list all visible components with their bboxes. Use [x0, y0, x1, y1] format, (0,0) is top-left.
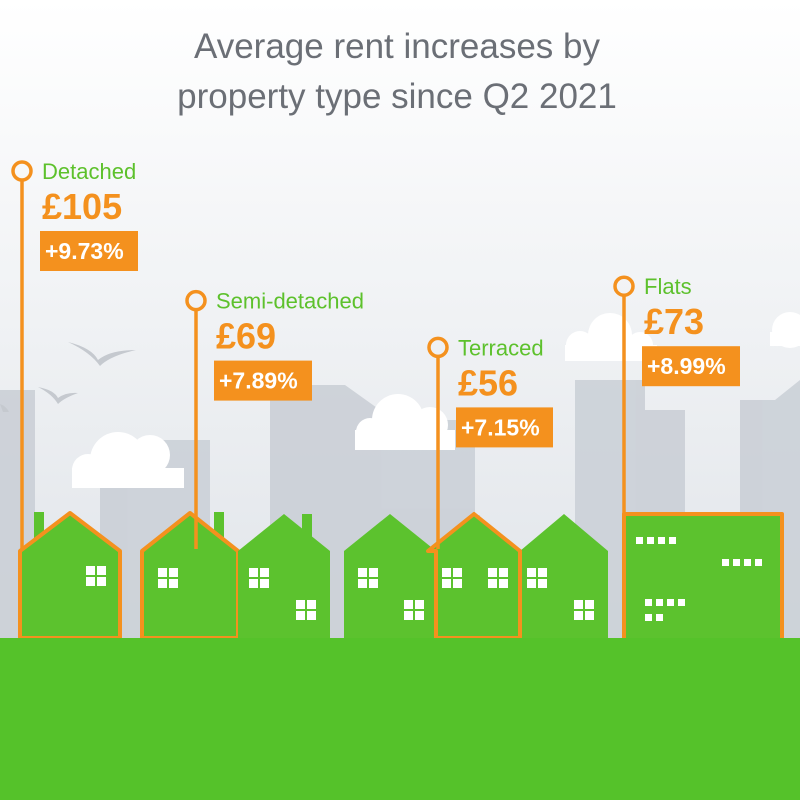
percent-badge — [642, 346, 740, 387]
birds — [0, 342, 136, 412]
marker-detached: Detached£105 +9.73% — [11, 159, 138, 549]
percent-badge — [40, 231, 138, 271]
percent-badge — [214, 360, 312, 401]
clouds — [72, 312, 800, 488]
value-label: £69 — [216, 316, 276, 357]
house-terraced — [344, 512, 608, 640]
value-label: £56 — [458, 362, 518, 403]
percent-label: +8.99% — [647, 353, 726, 379]
marker-flats: Flats£73 +8.99% — [613, 274, 740, 549]
category-label: Semi-detached — [216, 289, 364, 314]
marker-ring — [427, 336, 449, 359]
chart-title-line1: Average rent increases by — [194, 27, 600, 66]
percent-label: +7.15% — [461, 414, 540, 440]
houses — [18, 511, 784, 640]
category-label: Flats — [644, 274, 692, 299]
marker-semi-detached: Semi-detached£69 +7.89% — [185, 289, 364, 549]
category-label: Detached — [42, 159, 136, 184]
percent-label: +9.73% — [45, 238, 124, 264]
house-semi-detached — [140, 511, 330, 640]
marker-ring — [185, 289, 207, 312]
category-label: Terraced — [458, 335, 544, 360]
chart-title-line2: property type since Q2 2021 — [177, 77, 617, 116]
house-detached — [18, 511, 122, 640]
percent-badge — [456, 407, 553, 448]
value-label: £73 — [644, 301, 704, 342]
marker-terraced: Terraced£56 +7.15% — [427, 335, 553, 549]
percent-label: +7.89% — [219, 368, 298, 394]
markers: Detached£105 +9.73% Semi-detached£69 +7.89%… — [11, 159, 740, 549]
value-label: £105 — [42, 186, 122, 227]
building-flats — [622, 512, 784, 638]
marker-ring — [613, 275, 635, 297]
ground — [0, 638, 800, 800]
marker-ring — [11, 160, 33, 182]
